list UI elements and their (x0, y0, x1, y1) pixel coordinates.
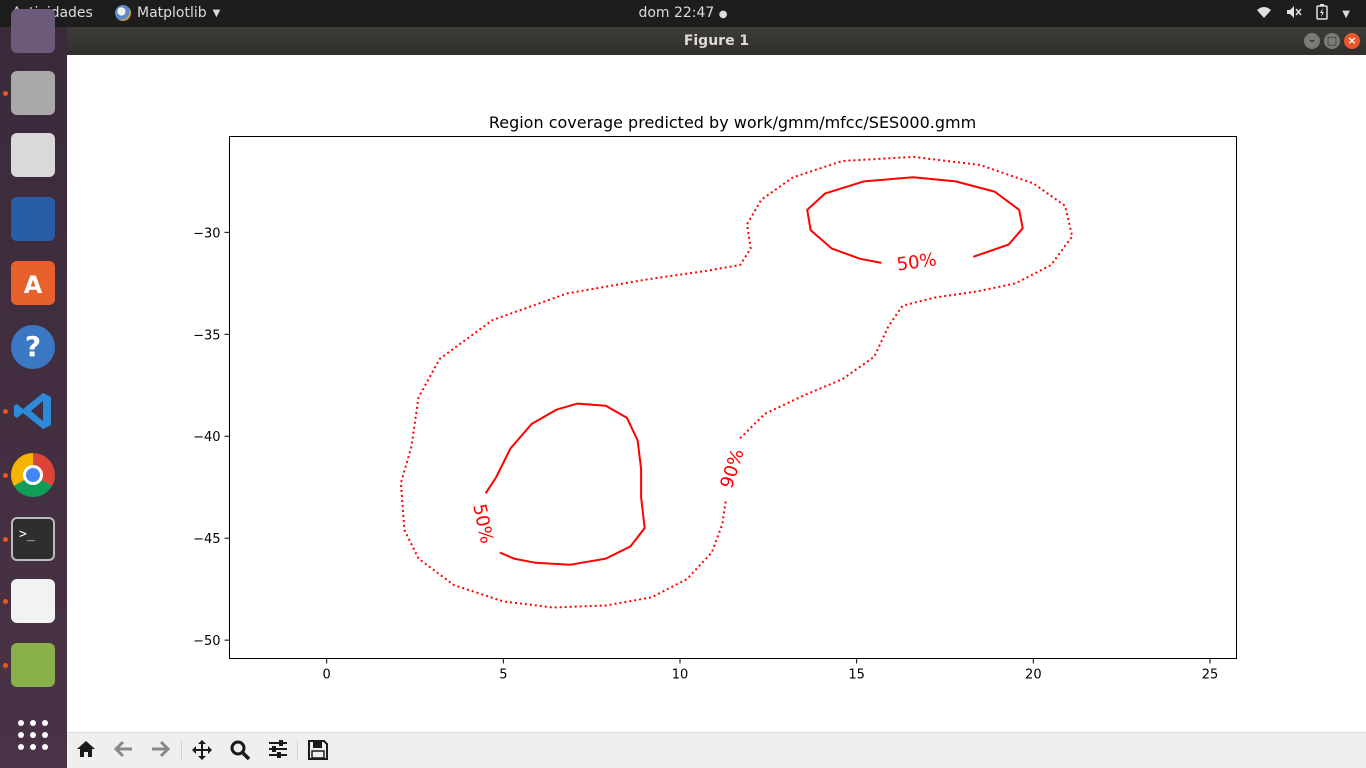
x-tick-label: 0 (323, 668, 331, 683)
system-tray[interactable]: ▼ (1256, 4, 1350, 24)
pdf-viewer-icon[interactable] (11, 579, 55, 623)
axes-frame (229, 136, 1237, 659)
running-indicator (3, 409, 8, 414)
app-menu-label: Matplotlib (137, 5, 207, 21)
save-icon[interactable] (305, 739, 331, 763)
chrome-icon[interactable] (11, 453, 55, 497)
window-title-bar[interactable]: Figure 1 – □ × (67, 27, 1366, 55)
toolbar-separator (297, 741, 298, 761)
y-tick-label: −35 (193, 328, 220, 343)
y-tick-label: −30 (193, 226, 220, 241)
clock[interactable]: dom 22:47 ● (0, 5, 1366, 21)
writer-icon[interactable] (11, 197, 55, 241)
pan-icon[interactable] (189, 739, 215, 763)
y-tick-label: −50 (193, 634, 220, 649)
figure-canvas[interactable]: Region coverage predicted by work/gmm/mf… (67, 55, 1366, 732)
window-title: Figure 1 (683, 33, 750, 49)
x-axis: 0 5 10 15 20 25 (323, 658, 1219, 683)
y-tick-label: −45 (193, 532, 220, 547)
battery-icon[interactable] (1316, 4, 1329, 24)
volume-muted-icon[interactable] (1286, 5, 1302, 23)
minimize-button[interactable]: – (1304, 33, 1320, 49)
system-menu-chevron-icon[interactable]: ▼ (1342, 8, 1350, 20)
contour-line-50pct (484, 402, 646, 566)
vscode-icon[interactable] (11, 389, 55, 433)
wifi-icon[interactable] (1256, 5, 1272, 23)
contour-label: 50% (895, 249, 938, 275)
zoom-icon[interactable] (227, 739, 253, 763)
close-button[interactable]: × (1344, 33, 1360, 49)
x-tick-label: 10 (672, 668, 689, 683)
running-indicator (3, 663, 8, 668)
back-icon[interactable] (111, 739, 137, 763)
y-axis: −30 −35 −40 −45 −50 (193, 226, 230, 649)
toolbar-separator (181, 741, 182, 761)
terminal-icon[interactable]: >_ (11, 517, 55, 561)
contour-line-90pct (399, 155, 1074, 609)
rhythmbox-icon[interactable] (11, 133, 55, 177)
software-center-icon[interactable]: A (11, 261, 55, 305)
notification-dot-icon: ● (718, 9, 728, 20)
x-tick-label: 5 (499, 668, 507, 683)
mail-icon[interactable] (11, 9, 55, 53)
app-menu[interactable]: Matplotlib ▼ (115, 5, 220, 21)
image-viewer-icon[interactable] (11, 643, 55, 687)
window-controls: – □ × (1304, 33, 1360, 49)
x-tick-label: 15 (848, 668, 865, 683)
navigation-toolbar (67, 732, 1366, 768)
running-indicator (3, 473, 8, 478)
contour-line-50pct (806, 176, 1024, 264)
matplotlib-icon (115, 5, 131, 21)
x-tick-label: 20 (1025, 668, 1042, 683)
running-indicator (3, 537, 8, 542)
forward-icon[interactable] (147, 739, 173, 763)
x-tick-label: 25 (1202, 668, 1219, 683)
maximize-button[interactable]: □ (1324, 33, 1340, 49)
show-apps-icon[interactable] (11, 713, 55, 757)
chart-title: Region coverage predicted by work/gmm/mf… (489, 113, 976, 132)
contour-label: 90% (716, 446, 748, 491)
chevron-down-icon: ▼ (212, 7, 221, 19)
contour-lines (399, 155, 1074, 609)
running-indicator (3, 599, 8, 604)
file-manager-icon[interactable] (11, 71, 55, 115)
home-icon[interactable] (73, 739, 99, 763)
system-top-bar: Actividades Matplotlib ▼ dom 22:47 ● ▼ (0, 0, 1366, 27)
contour-labels: 50% 50% 90% (468, 249, 938, 545)
clock-label: dom 22:47 (638, 5, 715, 21)
y-tick-label: −40 (193, 430, 220, 445)
launcher-dock: A? >_ (0, 9, 67, 768)
running-indicator (3, 91, 8, 96)
configure-icon[interactable] (265, 739, 291, 763)
contour-plot: Region coverage predicted by work/gmm/mf… (193, 113, 1237, 683)
contour-label: 50% (468, 502, 497, 546)
help-icon[interactable]: ? (11, 325, 55, 369)
